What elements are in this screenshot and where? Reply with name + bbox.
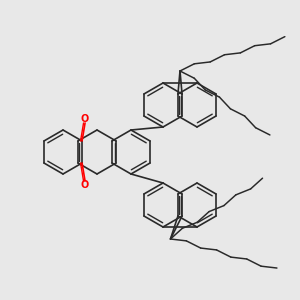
Text: O: O <box>81 180 89 190</box>
Text: O: O <box>81 114 89 124</box>
